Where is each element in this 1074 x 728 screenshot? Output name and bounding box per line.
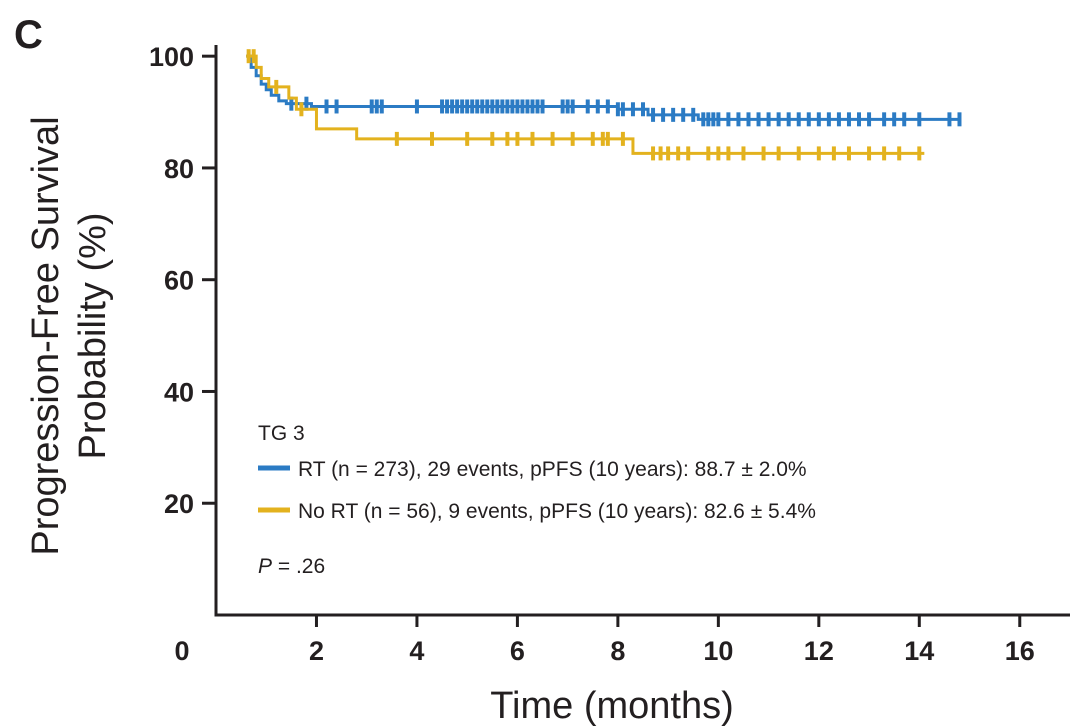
y-tick-label: 40 <box>164 377 194 407</box>
x-tick-label: 6 <box>510 636 525 666</box>
y-tick-label: 20 <box>164 489 194 519</box>
legend-title: TG 3 <box>258 422 305 445</box>
x-tick-label: 8 <box>610 636 625 666</box>
x-tick-label: 2 <box>309 636 324 666</box>
x-axis-label: Time (months) <box>490 685 734 727</box>
y-tick-label: 100 <box>149 42 194 72</box>
x-tick-label: 10 <box>703 636 733 666</box>
y-axis-label-line2: Probability (%) <box>72 212 114 459</box>
y-axis-label-line1: Progression-Free Survival <box>25 116 67 555</box>
series-layer <box>246 49 962 161</box>
x-tick-label: 4 <box>409 636 424 666</box>
axes-frame <box>214 45 1070 617</box>
y-tick-label: 80 <box>164 154 194 184</box>
series-line-1 <box>246 54 925 155</box>
y-axis-ticks: 20 40 60 80 100 <box>149 42 216 519</box>
legend-label-no-rt: No RT (n = 56), 9 events, pPFS (10 years… <box>298 500 816 523</box>
x-axis-ticks: 0 2 4 6 8 10 12 14 16 <box>174 615 1035 666</box>
x-tick-label: 0 <box>174 636 189 666</box>
x-tick-label: 12 <box>804 636 834 666</box>
panel-label: C <box>14 13 43 57</box>
x-tick-label: 14 <box>904 636 934 666</box>
series-line-0 <box>246 54 960 121</box>
legend: TG 3 RT (n = 273), 29 events, pPFS (10 y… <box>258 422 816 578</box>
y-tick-label: 60 <box>164 266 194 296</box>
x-tick-label: 16 <box>1005 636 1035 666</box>
legend-label-rt: RT (n = 273), 29 events, pPFS (10 years)… <box>298 458 807 481</box>
p-value: P = .26 <box>258 555 325 578</box>
